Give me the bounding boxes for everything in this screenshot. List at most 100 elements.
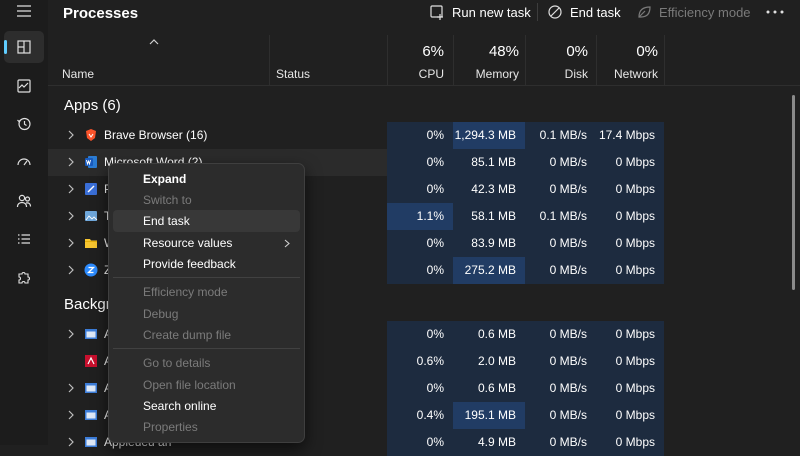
end-task-button[interactable]: End task — [547, 0, 621, 24]
menu-item-go-to-details[interactable]: Go to details — [143, 356, 211, 370]
run-new-task-button[interactable]: Run new task — [429, 0, 531, 24]
window-app-icon — [84, 327, 98, 341]
users-icon — [16, 194, 32, 208]
process-row[interactable]: W 0% 83.9 MB 0 MB/s 0 Mbps — [48, 230, 800, 257]
hamburger-icon — [17, 5, 31, 17]
column-divider — [269, 35, 270, 85]
column-headers: Name Status 6% CPU 48% Memory 0% Disk 0%… — [48, 35, 800, 86]
network-cell: 0 Mbps — [596, 321, 664, 348]
vertical-scrollbar[interactable] — [792, 95, 795, 290]
column-header-name[interactable]: Name — [62, 67, 95, 81]
memory-cell: 4.9 MB — [453, 429, 525, 456]
process-row[interactable]: P 0% 42.3 MB 0 MB/s 0 Mbps — [48, 176, 800, 203]
disk-cell: 0 MB/s — [525, 230, 596, 257]
cpu-cell: 0% — [387, 321, 453, 348]
network-cell: 17.4 Mbps — [596, 122, 664, 149]
menu-item-search-online[interactable]: Search online — [143, 399, 217, 413]
process-row[interactable]: A 0% 0.6 MB 0 MB/s 0 Mbps — [48, 375, 800, 402]
chevron-right-icon[interactable] — [67, 383, 75, 393]
efficiency-leaf-icon — [638, 6, 651, 18]
chevron-right-icon[interactable] — [67, 211, 75, 221]
menu-item-debug[interactable]: Debug — [143, 307, 179, 321]
memory-cell: 0.6 MB — [453, 375, 525, 402]
memory-cell: 275.2 MB — [453, 257, 525, 284]
chevron-right-icon[interactable] — [67, 130, 75, 140]
nav-users[interactable] — [4, 185, 44, 217]
chevron-right-icon[interactable] — [67, 437, 75, 447]
menu-separator — [113, 348, 300, 349]
disk-cell: 0 MB/s — [525, 348, 596, 375]
hamburger-menu-button[interactable] — [4, 0, 44, 27]
word-icon — [84, 155, 98, 169]
memory-cell: 0.6 MB — [453, 321, 525, 348]
disk-cell: 0 MB/s — [525, 375, 596, 402]
memory-cell: 85.1 MB — [453, 149, 525, 176]
cpu-cell: 0% — [387, 429, 453, 456]
column-header-cpu[interactable]: CPU — [418, 67, 444, 81]
chevron-right-icon[interactable] — [67, 157, 75, 167]
chevron-right-icon[interactable] — [67, 184, 75, 194]
details-list-icon — [18, 234, 30, 244]
menu-item-efficiency-mode[interactable]: Efficiency mode — [143, 285, 228, 299]
folder-icon — [84, 236, 98, 250]
nav-startup-apps[interactable] — [4, 146, 44, 178]
column-header-status[interactable]: Status — [276, 67, 311, 81]
menu-item-open-file-location[interactable]: Open file location — [143, 378, 236, 392]
nav-services[interactable] — [4, 261, 44, 293]
cpu-cell: 0.4% — [387, 402, 453, 429]
nav-details[interactable] — [4, 223, 44, 255]
more-dots-icon — [766, 10, 784, 14]
process-row-brave[interactable]: Brave Browser (16) 0% 1,294.3 MB 0.1 MB/… — [48, 122, 800, 149]
menu-item-resource-values[interactable]: Resource values — [113, 232, 300, 254]
nav-performance[interactable] — [4, 70, 44, 102]
process-name: Brave Browser (16) — [104, 128, 208, 142]
cpu-cell: 0% — [387, 149, 453, 176]
disk-cell: 0 MB/s — [525, 176, 596, 203]
process-row[interactable]: A 0.6% 2.0 MB 0 MB/s 0 Mbps — [48, 348, 800, 375]
menu-item-expand[interactable]: Expand — [143, 172, 187, 186]
more-options-button[interactable] — [766, 0, 784, 24]
toolbar-divider — [537, 3, 538, 21]
processes-icon — [17, 40, 31, 54]
memory-cell: 42.3 MB — [453, 176, 525, 203]
performance-icon — [17, 79, 31, 93]
column-header-memory[interactable]: Memory — [475, 67, 519, 81]
end-task-label: End task — [570, 4, 621, 20]
window-app-icon — [84, 381, 98, 395]
nav-app-history[interactable] — [4, 108, 44, 140]
network-cell: 0 Mbps — [596, 149, 664, 176]
cpu-cell: 0% — [387, 257, 453, 284]
efficiency-mode-button[interactable]: Efficiency mode — [636, 0, 751, 24]
column-divider — [525, 35, 526, 85]
process-row[interactable]: Z 0% 275.2 MB 0 MB/s 0 Mbps — [48, 257, 800, 284]
memory-cell: 58.1 MB — [453, 203, 525, 230]
network-cell: 0 Mbps — [596, 402, 664, 429]
column-divider — [664, 35, 665, 85]
column-divider — [453, 35, 454, 85]
sidebar — [0, 0, 48, 445]
menu-item-end-task[interactable]: End task — [113, 210, 300, 232]
z-icon — [84, 263, 98, 277]
image-icon — [84, 209, 98, 223]
process-row[interactable]: A 0% 0.6 MB 0 MB/s 0 Mbps — [48, 321, 800, 348]
column-header-disk[interactable]: Disk — [564, 67, 588, 81]
chevron-right-icon[interactable] — [67, 265, 75, 275]
network-cell: 0 Mbps — [596, 375, 664, 402]
chevron-right-icon[interactable] — [67, 238, 75, 248]
run-new-task-icon — [430, 5, 443, 20]
memory-cell: 195.1 MB — [453, 402, 525, 429]
menu-item-switch-to[interactable]: Switch to — [143, 193, 192, 207]
chevron-right-icon[interactable] — [67, 329, 75, 339]
disk-cell: 0 MB/s — [525, 257, 596, 284]
nav-processes[interactable] — [4, 31, 44, 63]
network-cell: 0 Mbps — [596, 230, 664, 257]
process-row[interactable]: T 1.1% 58.1 MB 0.1 MB/s 0 Mbps — [48, 203, 800, 230]
chevron-right-icon[interactable] — [67, 410, 75, 420]
column-header-network[interactable]: Network — [613, 67, 658, 81]
efficiency-mode-label: Efficiency mode — [659, 4, 751, 20]
memory-total-value: 48% — [488, 43, 519, 60]
disk-cell: 0.1 MB/s — [525, 122, 596, 149]
menu-item-create-dump-file[interactable]: Create dump file — [143, 328, 232, 342]
menu-item-provide-feedback[interactable]: Provide feedback — [143, 257, 236, 271]
menu-item-properties[interactable]: Properties — [143, 420, 198, 434]
